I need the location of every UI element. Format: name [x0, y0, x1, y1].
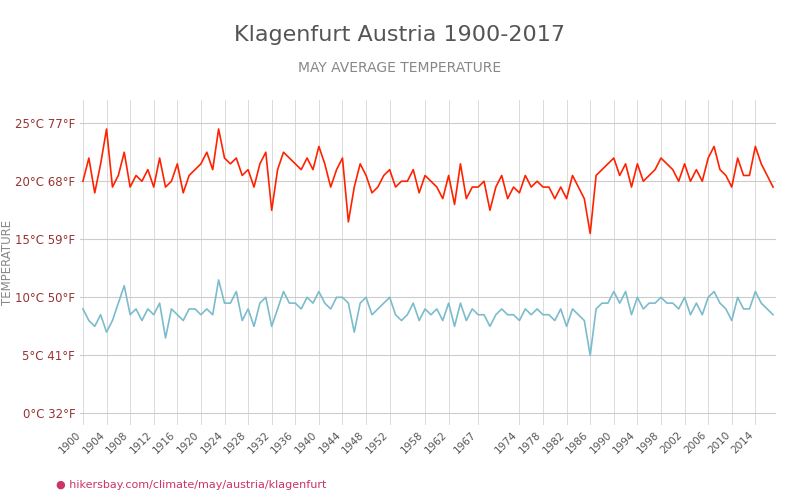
Text: Klagenfurt Austria 1900-2017: Klagenfurt Austria 1900-2017 — [234, 25, 566, 45]
Text: ● hikersbay.com/climate/may/austria/klagenfurt: ● hikersbay.com/climate/may/austria/klag… — [56, 480, 326, 490]
Y-axis label: TEMPERATURE: TEMPERATURE — [2, 220, 14, 305]
Text: MAY AVERAGE TEMPERATURE: MAY AVERAGE TEMPERATURE — [298, 60, 502, 74]
